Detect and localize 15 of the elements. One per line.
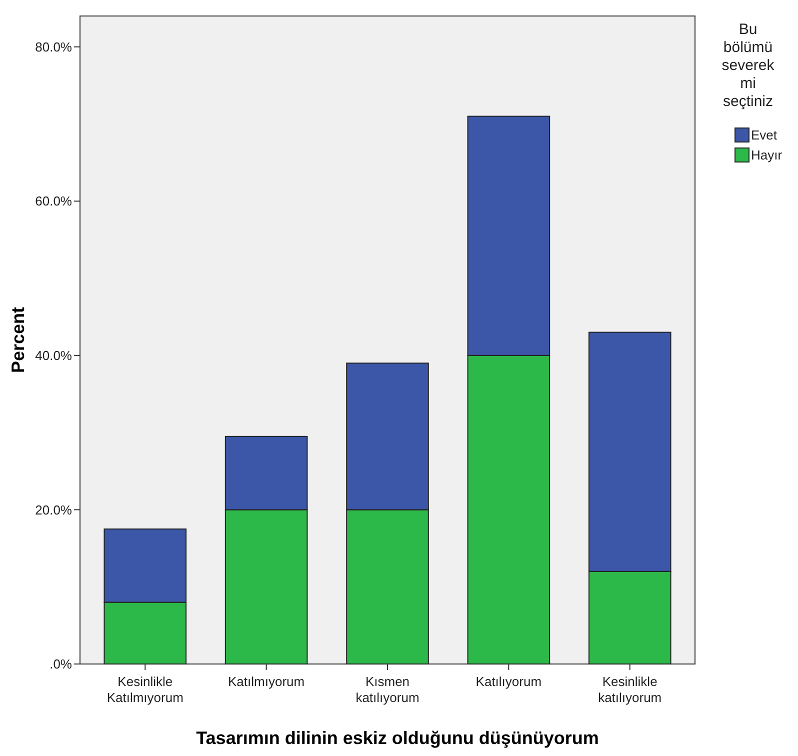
y-axis-title: Percent [8, 306, 28, 374]
y-tick-label: 40.0% [35, 348, 72, 363]
y-tick-label: 60.0% [35, 194, 72, 209]
legend-label: Evet [751, 128, 778, 143]
x-tick-label: Kesinlikle Katılmıyorum [106, 674, 184, 705]
x-tick-label: Kısmen katılıyorum [356, 674, 420, 705]
x-tick-label: Katılıyorum [476, 674, 542, 689]
x-tick-label: Kesinlikle katılıyorum [598, 674, 662, 705]
y-tick-label: 80.0% [35, 39, 72, 54]
y-tick-label: 20.0% [35, 502, 72, 518]
y-tick-label: .0% [50, 656, 72, 672]
legend-label: Hayır [751, 148, 783, 163]
x-tick-label: Katılmıyorum [228, 674, 305, 689]
x-axis-title: Tasarımın dilinin eskiz olduğunu düşünüyorum [196, 728, 599, 748]
legend-title: Bu bölümü severek mi seçtiniz [722, 21, 775, 110]
